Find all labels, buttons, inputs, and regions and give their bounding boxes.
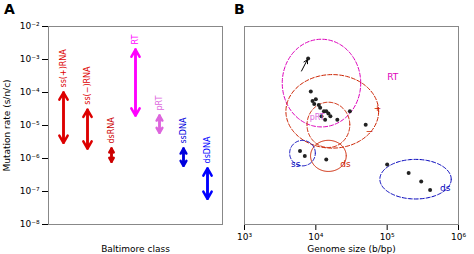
svg-text:RT: RT xyxy=(131,35,140,45)
svg-text:10⁻⁶: 10⁻⁶ xyxy=(20,153,40,163)
svg-text:10⁻⁴: 10⁻⁴ xyxy=(20,87,40,97)
svg-text:10⁻⁷: 10⁻⁷ xyxy=(20,186,40,196)
svg-text:dsDNA: dsDNA xyxy=(203,136,212,163)
html-text:B: B xyxy=(234,1,245,17)
svg-text:ss(−)RNA: ss(−)RNA xyxy=(83,66,92,105)
svg-text:10⁻⁵: 10⁻⁵ xyxy=(20,120,40,130)
svg-text:10⁵: 10⁵ xyxy=(380,232,395,242)
svg-text:ds: ds xyxy=(340,159,351,169)
svg-text:ds: ds xyxy=(440,183,451,193)
svg-text:10⁻³: 10⁻³ xyxy=(20,54,40,64)
svg-text:−: − xyxy=(366,126,374,136)
svg-text:ssDNA: ssDNA xyxy=(179,117,188,143)
svg-text:dsRNA: dsRNA xyxy=(107,117,116,144)
svg-text:pRT: pRT xyxy=(310,113,325,122)
svg-text:+: + xyxy=(374,103,382,113)
svg-text:ss: ss xyxy=(291,159,301,169)
svg-text:10⁻⁸: 10⁻⁸ xyxy=(20,219,40,229)
svg-text:10³: 10³ xyxy=(237,232,252,242)
svg-text:Genome size (b/bp): Genome size (b/bp) xyxy=(307,244,395,254)
svg-text:10⁶: 10⁶ xyxy=(451,232,466,242)
svg-text:10⁻²: 10⁻² xyxy=(20,21,40,31)
svg-text:RT: RT xyxy=(387,72,399,82)
svg-text:pRT: pRT xyxy=(155,96,164,111)
html-text:A: A xyxy=(4,1,15,17)
svg-text:Baltimore class: Baltimore class xyxy=(101,244,170,254)
svg-text:ss(+)RNA: ss(+)RNA xyxy=(59,49,68,88)
svg-text:Mutation rate (s/n/c): Mutation rate (s/n/c) xyxy=(2,79,12,171)
svg-text:10⁴: 10⁴ xyxy=(308,232,323,242)
